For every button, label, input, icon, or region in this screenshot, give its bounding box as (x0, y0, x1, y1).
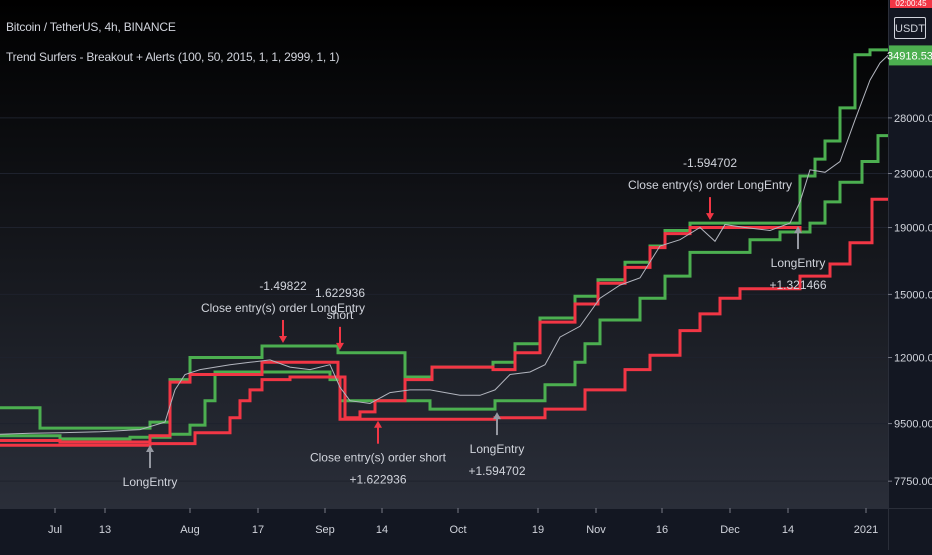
annotation-arrow-head (794, 226, 802, 234)
price-axis-ticks[interactable]: 7750.00 9500.00 12000.00 15000.00 19000.00 23… (888, 113, 932, 488)
annotation-text: Close entry(s) order short (310, 451, 447, 465)
y-tick-label[interactable]: 28000.00 (894, 113, 932, 125)
trade-annotation[interactable]: -1.594702 Close entry(s) order LongEntry (628, 156, 792, 221)
series-line-trail-lower (0, 197, 888, 447)
annotation-text: +1.622936 (349, 473, 406, 487)
series-line-trail-upper (0, 226, 802, 444)
annotation-arrow-head (374, 420, 382, 428)
last-price-badge: 34918.53 (887, 45, 932, 66)
trade-annotation[interactable]: Close entry(s) order short +1.622936 (310, 420, 447, 487)
last-price-box (889, 45, 932, 66)
trade-annotation[interactable]: -1.49822 Close entry(s) order LongEntry (201, 279, 365, 343)
annotation-text: -1.49822 (259, 279, 307, 293)
annotation-text: LongEntry (771, 256, 826, 270)
annotation-text: Close entry(s) order LongEntry (201, 301, 365, 315)
last-price-label: 34918.53 (887, 50, 932, 62)
time-axis-ticks[interactable]: Jul 13 Aug 17 Sep 14 Oct 19 Nov 16 Dec 14 2021 (48, 508, 878, 536)
x-tick-label[interactable]: Jul (48, 524, 62, 536)
y-tick-label[interactable]: 12000.00 (894, 353, 932, 365)
x-tick-label[interactable]: Dec (720, 524, 740, 536)
annotation-arrow-head (493, 412, 501, 420)
annotation-text: LongEntry (470, 442, 525, 456)
x-tick-label[interactable]: 14 (376, 524, 388, 536)
x-tick-label[interactable]: 2021 (854, 524, 878, 536)
y-tick-label[interactable]: 15000.00 (894, 289, 932, 301)
annotation-arrow-head (279, 335, 287, 343)
x-tick-label[interactable]: 16 (656, 524, 668, 536)
annotation-text: +1.321466 (769, 278, 826, 292)
x-tick-label[interactable]: 13 (99, 524, 111, 536)
series-layer (0, 48, 889, 447)
time-axis-background (0, 508, 932, 550)
annotation-arrow-head (706, 213, 714, 221)
trade-annotation[interactable]: LongEntry (123, 445, 178, 489)
top-price-badge: 02:00:45 (890, 0, 932, 8)
currency-button[interactable]: USDT (894, 17, 926, 39)
series-line-price (0, 55, 889, 435)
x-tick-label[interactable]: 14 (782, 524, 794, 536)
series-line-lower-50 (0, 134, 888, 441)
chart-title[interactable]: Bitcoin / TetherUS, 4h, BINANCE (6, 20, 176, 34)
y-tick-label[interactable]: 23000.00 (894, 169, 932, 181)
y-tick-label[interactable]: 19000.00 (894, 223, 932, 235)
annotation-text: short (327, 308, 354, 322)
annotation-text: LongEntry (123, 475, 178, 489)
x-tick-label[interactable]: Nov (586, 524, 606, 536)
annotation-text: 1.622936 (315, 286, 365, 300)
trade-annotation[interactable]: 1.622936 short (315, 286, 365, 350)
annotation-text: +1.594702 (468, 464, 525, 478)
x-tick-label[interactable]: Aug (180, 524, 200, 536)
y-tick-label[interactable]: 9500.00 (894, 419, 932, 431)
plot-background (0, 0, 888, 508)
x-tick-label[interactable]: Oct (449, 524, 466, 536)
annotation-arrow-head (146, 445, 154, 453)
price-axis-background (888, 0, 932, 508)
x-tick-label[interactable]: Sep (315, 524, 335, 536)
x-tick-label[interactable]: 17 (252, 524, 264, 536)
annotation-text: Close entry(s) order LongEntry (628, 178, 792, 192)
trade-annotation[interactable]: LongEntry +1.594702 (468, 412, 526, 478)
annotation-text: -1.594702 (683, 156, 737, 170)
annotation-arrow-head (336, 342, 344, 350)
indicator-legend[interactable]: Trend Surfers - Breakout + Alerts (100, … (6, 50, 340, 64)
y-tick-label[interactable]: 7750.00 (894, 476, 932, 488)
trade-annotation[interactable]: LongEntry +1.321466 (769, 226, 827, 292)
x-tick-label[interactable]: 19 (532, 524, 544, 536)
